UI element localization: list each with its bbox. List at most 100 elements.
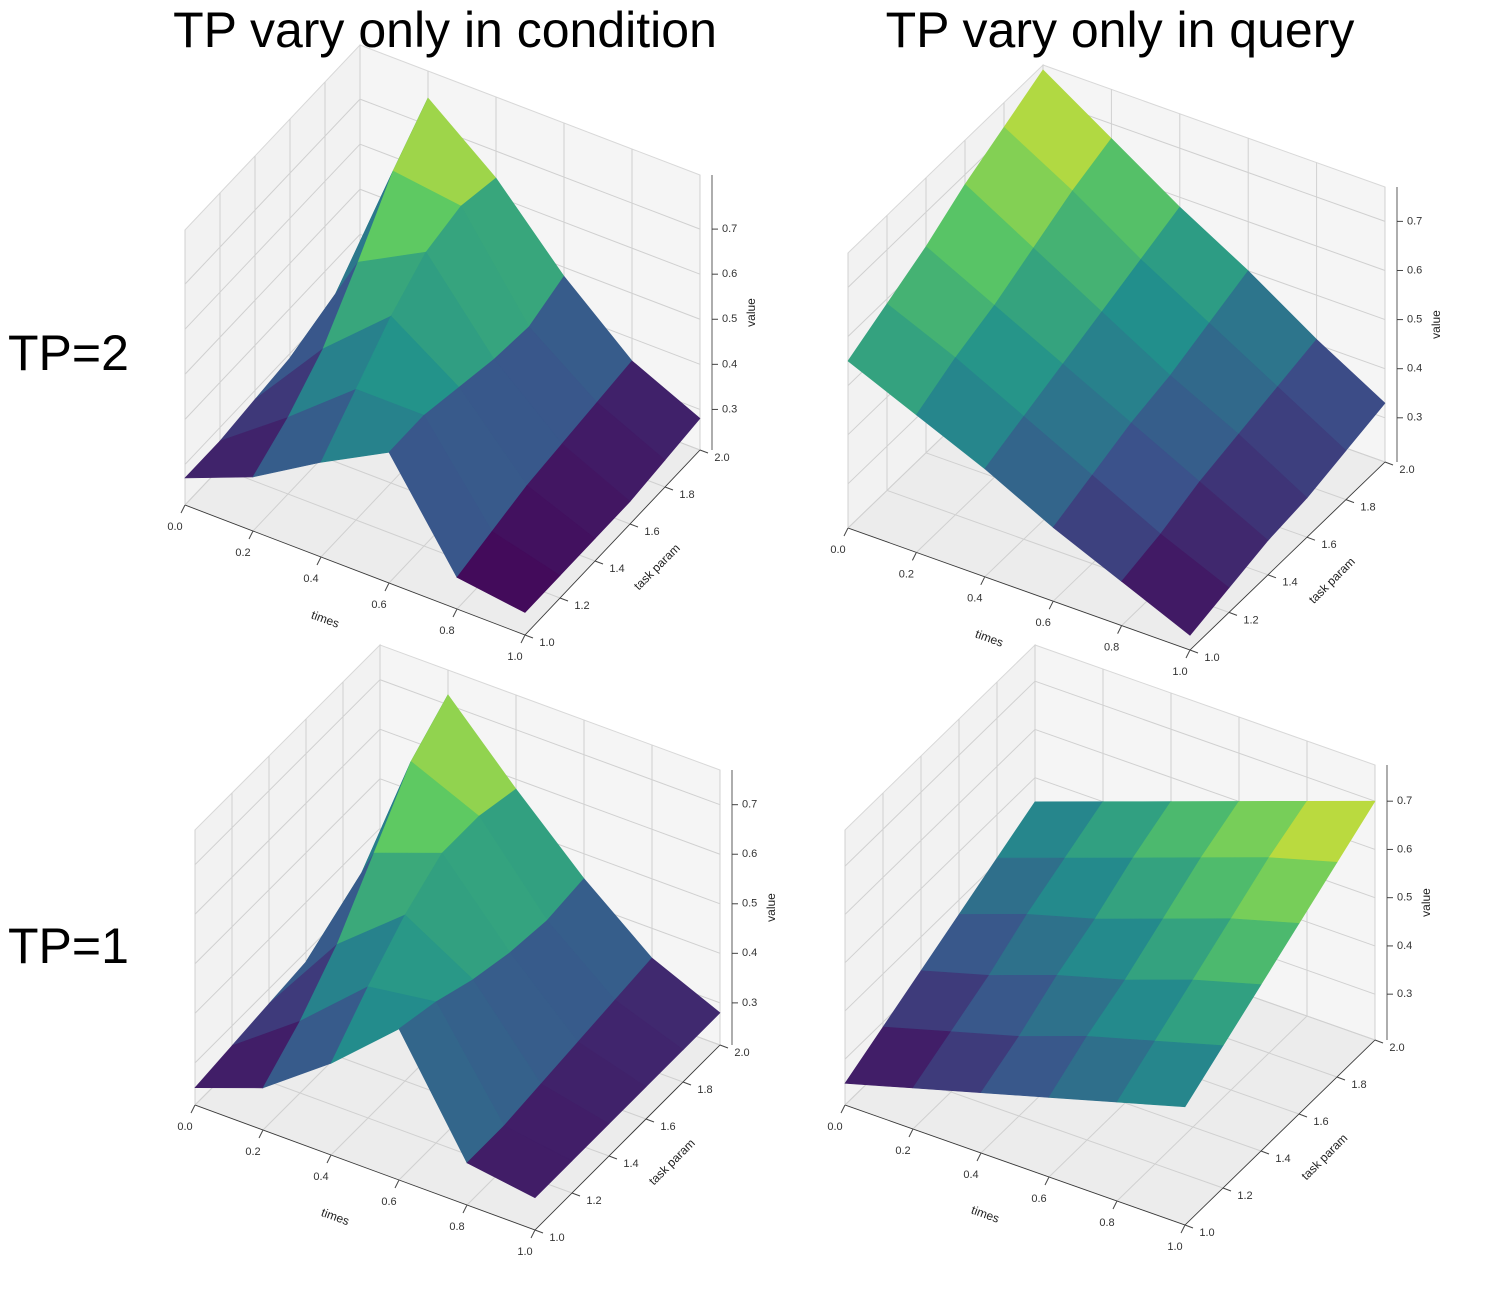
tick-mark bbox=[384, 582, 390, 592]
y-tick-label: 2.0 bbox=[734, 1047, 749, 1059]
z-tick-label: 0.4 bbox=[1397, 940, 1412, 952]
tick-mark bbox=[520, 634, 526, 644]
z-tick-label: 0.4 bbox=[742, 947, 757, 959]
z-tick-label: 0.3 bbox=[1407, 412, 1422, 424]
x-tick-label: 0.0 bbox=[830, 544, 845, 556]
y-tick-label: 1.4 bbox=[1275, 1153, 1290, 1165]
z-tick-label: 0.7 bbox=[1397, 795, 1412, 807]
tick-mark bbox=[248, 530, 254, 540]
tick-mark bbox=[1267, 574, 1277, 579]
z-tick-label: 0.3 bbox=[742, 997, 757, 1009]
y-tick-label: 1.8 bbox=[697, 1084, 712, 1096]
grid-line bbox=[194, 728, 381, 915]
y-tick-label: 1.0 bbox=[549, 1232, 564, 1244]
z-axis-label: value bbox=[1429, 310, 1443, 339]
surface-chart: 0.0 0.2 0.4 0.6 0.8 1.0 1.0 1.2 1.4 1.6 1.8 2.0 0.3 0… bbox=[827, 643, 1433, 1253]
z-tick-label: 0.6 bbox=[1397, 843, 1412, 855]
z-tick-label: 0.5 bbox=[1407, 313, 1422, 325]
grid-line bbox=[184, 234, 361, 420]
tick-mark bbox=[1185, 649, 1191, 659]
tick-mark bbox=[629, 523, 639, 528]
tick-mark bbox=[1112, 1200, 1118, 1210]
x-tick-label: 0.0 bbox=[177, 1121, 192, 1133]
tick-mark bbox=[1336, 1076, 1346, 1081]
grid-line bbox=[359, 98, 701, 230]
grid-line bbox=[379, 679, 721, 806]
axis-line bbox=[194, 1104, 536, 1231]
surface-chart: 0.0 0.2 0.4 0.6 0.8 1.0 1.0 1.2 1.4 1.6 1.8 2.0 0.3 0… bbox=[167, 43, 758, 663]
tick-mark bbox=[1384, 461, 1394, 466]
z-tick-label: 0.5 bbox=[722, 313, 737, 325]
tick-mark bbox=[911, 552, 917, 561]
tick-mark bbox=[719, 1044, 729, 1049]
y-tick-label: 1.4 bbox=[609, 563, 624, 575]
x-tick-label: 1.0 bbox=[1167, 1241, 1182, 1253]
y-tick-label: 1.6 bbox=[1321, 539, 1336, 551]
z-tick-label: 0.7 bbox=[742, 799, 757, 811]
z-axis-label: value bbox=[764, 893, 778, 922]
y-tick-label: 1.8 bbox=[1351, 1079, 1366, 1091]
z-tick-label: 0.6 bbox=[722, 268, 737, 280]
grid-line bbox=[184, 188, 361, 375]
axis-line bbox=[534, 1044, 721, 1231]
x-tick-label: 0.2 bbox=[235, 547, 250, 559]
x-tick-label: 0.6 bbox=[381, 1196, 396, 1208]
tick-mark bbox=[645, 1118, 655, 1123]
x-tick-label: 1.0 bbox=[1172, 666, 1187, 678]
grid-line bbox=[184, 143, 361, 330]
x-axis-label: times bbox=[973, 627, 1005, 650]
tick-mark bbox=[316, 556, 322, 566]
tick-mark bbox=[326, 1154, 332, 1164]
tick-mark bbox=[1222, 1187, 1232, 1192]
grid-line bbox=[194, 679, 381, 866]
grid-line bbox=[194, 827, 381, 1014]
tick-mark bbox=[530, 1229, 536, 1239]
grid-line bbox=[1116, 1015, 1308, 1202]
tick-mark bbox=[1184, 1224, 1194, 1229]
tick-mark bbox=[664, 486, 674, 491]
tick-mark bbox=[1228, 611, 1238, 616]
x-tick-label: 0.8 bbox=[449, 1221, 464, 1233]
z-tick-label: 0.3 bbox=[1397, 988, 1412, 1000]
tick-mark bbox=[594, 560, 604, 565]
y-tick-label: 1.6 bbox=[1313, 1116, 1328, 1128]
surface-patch bbox=[1116, 1040, 1224, 1108]
tick-mark bbox=[524, 634, 534, 639]
z-tick-label: 0.4 bbox=[1407, 363, 1422, 375]
surface-patch bbox=[1121, 533, 1230, 636]
axis-line bbox=[1189, 461, 1386, 651]
axis-line bbox=[844, 1104, 1186, 1226]
y-tick-label: 2.0 bbox=[714, 452, 729, 464]
y-axis-label: task param bbox=[1306, 554, 1358, 606]
tick-mark bbox=[258, 1129, 264, 1139]
tick-mark bbox=[1048, 600, 1054, 610]
tick-mark bbox=[840, 1104, 846, 1114]
y-tick-label: 2.0 bbox=[1389, 1042, 1404, 1054]
x-tick-label: 0.2 bbox=[899, 568, 914, 580]
y-tick-label: 1.4 bbox=[1282, 577, 1297, 589]
column-title: TP vary only in condition bbox=[173, 2, 717, 58]
x-tick-label: 0.4 bbox=[967, 593, 982, 605]
tick-mark bbox=[1298, 1113, 1308, 1118]
x-tick-label: 0.6 bbox=[1036, 617, 1051, 629]
y-tick-label: 2.0 bbox=[1399, 464, 1414, 476]
z-tick-label: 0.6 bbox=[1407, 264, 1422, 276]
x-tick-label: 0.8 bbox=[439, 625, 454, 637]
surface-chart: 0.0 0.2 0.4 0.6 0.8 1.0 1.0 1.2 1.4 1.6 1.8 2.0 0.3 0… bbox=[830, 63, 1443, 678]
z-tick-label: 0.4 bbox=[722, 358, 737, 370]
z-axis-label: value bbox=[1419, 888, 1433, 917]
x-axis-label: times bbox=[969, 1203, 1001, 1226]
tick-mark bbox=[1306, 536, 1316, 541]
grid-line bbox=[184, 98, 361, 285]
grid-line bbox=[194, 778, 381, 965]
grid-line bbox=[1042, 98, 1386, 222]
y-tick-label: 1.8 bbox=[1360, 502, 1375, 514]
axis-line bbox=[847, 527, 1191, 651]
z-tick-label: 0.7 bbox=[722, 223, 737, 235]
surface-patch bbox=[456, 530, 561, 613]
tick-mark bbox=[1044, 1176, 1050, 1186]
tick-mark bbox=[180, 504, 186, 514]
column-title: TP vary only in query bbox=[886, 2, 1355, 58]
y-axis-label: task param bbox=[631, 541, 683, 593]
x-tick-label: 0.2 bbox=[895, 1145, 910, 1157]
